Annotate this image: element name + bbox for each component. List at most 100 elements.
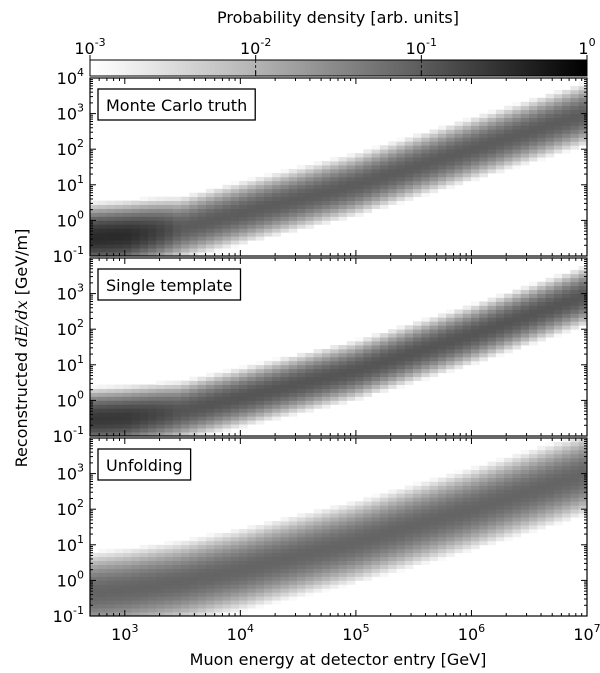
heatmap-cell bbox=[379, 548, 389, 554]
heatmap-cell bbox=[355, 544, 364, 550]
heatmap-cell bbox=[537, 97, 546, 103]
heatmap-cell bbox=[90, 248, 99, 253]
heatmap-cell bbox=[404, 345, 414, 350]
heatmap-cell bbox=[396, 141, 406, 146]
heatmap-cell bbox=[280, 212, 290, 217]
heatmap-cell bbox=[562, 321, 571, 326]
heatmap-cell bbox=[487, 149, 497, 154]
heatmap-cell bbox=[164, 592, 174, 597]
heatmap-cell bbox=[371, 497, 381, 502]
heatmap-cell bbox=[139, 404, 149, 409]
heatmap-cell bbox=[305, 513, 315, 518]
heatmap-cell bbox=[545, 301, 555, 306]
heatmap-cell bbox=[338, 392, 348, 397]
heatmap-cell bbox=[404, 501, 414, 506]
heatmap-cell bbox=[404, 356, 414, 362]
heatmap-cell bbox=[297, 376, 306, 382]
heatmap-cell bbox=[189, 224, 199, 229]
heatmap-cell bbox=[562, 117, 571, 122]
heatmap-cell bbox=[297, 168, 306, 174]
heatmap-cell bbox=[106, 208, 116, 213]
heatmap-cell bbox=[529, 97, 538, 103]
heatmap-cell bbox=[172, 228, 182, 233]
heatmap-cell bbox=[305, 532, 315, 538]
heatmap-cell bbox=[164, 252, 174, 257]
heatmap-cell bbox=[205, 600, 215, 605]
heatmap-cell bbox=[321, 568, 331, 573]
heatmap-cell bbox=[255, 188, 265, 194]
heatmap-cell bbox=[288, 176, 298, 182]
heatmap-cell bbox=[462, 544, 472, 550]
heatmap-cell bbox=[164, 600, 174, 605]
heatmap-cell bbox=[123, 392, 132, 397]
heatmap-cell bbox=[396, 532, 406, 538]
heatmap-cell bbox=[197, 592, 207, 597]
heatmap-cell bbox=[421, 505, 431, 510]
heatmap-cell bbox=[520, 105, 530, 111]
heatmap-cell bbox=[230, 380, 240, 385]
heatmap-cell bbox=[305, 576, 315, 581]
heatmap-cell bbox=[230, 528, 240, 534]
heatmap-cell bbox=[189, 396, 199, 401]
heatmap-cell bbox=[321, 576, 331, 581]
heatmap-cell bbox=[520, 325, 530, 330]
heatmap-cell bbox=[553, 133, 563, 138]
heatmap-cell bbox=[156, 220, 165, 225]
heatmap-cell bbox=[562, 145, 571, 150]
heatmap-cell bbox=[247, 548, 257, 554]
heatmap-cell bbox=[495, 465, 505, 471]
heatmap-cell bbox=[156, 400, 165, 405]
heatmap-cell bbox=[90, 572, 99, 577]
heatmap-cell bbox=[205, 604, 215, 609]
heatmap-cell bbox=[462, 540, 472, 546]
heatmap-cell bbox=[429, 329, 439, 334]
heatmap-cell bbox=[553, 305, 563, 310]
heatmap-cell bbox=[197, 556, 207, 562]
heatmap-cell bbox=[321, 165, 331, 170]
heatmap-cell bbox=[297, 536, 306, 542]
heatmap-cell bbox=[578, 497, 588, 502]
heatmap-cell bbox=[437, 536, 447, 542]
heatmap-cell bbox=[214, 608, 223, 613]
heatmap-cell bbox=[446, 161, 455, 166]
heatmap-cell bbox=[321, 509, 331, 514]
heatmap-cell bbox=[495, 528, 505, 534]
heatmap-cells bbox=[90, 438, 588, 617]
heatmap-cell bbox=[371, 372, 381, 378]
heatmap-cell bbox=[205, 588, 215, 593]
heatmap-cell bbox=[396, 544, 406, 550]
heatmap-cell bbox=[288, 380, 298, 385]
heatmap-cell bbox=[197, 432, 207, 437]
heatmap-cell bbox=[181, 380, 190, 385]
heatmap-cell bbox=[313, 180, 323, 186]
heatmap-cell bbox=[338, 384, 348, 389]
heatmap-cell bbox=[338, 176, 348, 182]
heatmap-cell bbox=[239, 376, 248, 382]
heatmap-cell bbox=[462, 309, 472, 314]
heatmap-cell bbox=[205, 240, 215, 245]
heatmap-cell bbox=[512, 149, 522, 154]
heatmap-cell bbox=[446, 321, 455, 326]
heatmap-cell bbox=[147, 196, 157, 202]
heatmap-cell bbox=[230, 384, 240, 389]
heatmap-cell bbox=[437, 509, 447, 514]
heatmap-cell bbox=[247, 204, 257, 209]
plot-frame bbox=[89, 437, 588, 617]
heatmap-cell bbox=[446, 532, 455, 538]
heatmap-cell bbox=[255, 420, 265, 425]
heatmap-cell bbox=[222, 428, 232, 433]
heatmap-cell bbox=[139, 392, 149, 397]
heatmap-cell bbox=[421, 192, 431, 198]
heatmap-cell bbox=[471, 301, 480, 306]
heatmap-cell bbox=[90, 552, 99, 558]
heatmap-cell bbox=[429, 556, 439, 562]
heatmap-cell bbox=[321, 396, 331, 401]
heatmap-cell bbox=[504, 145, 513, 150]
heatmap-cell bbox=[222, 544, 232, 550]
heatmap-cell bbox=[239, 608, 248, 613]
heatmap-cell bbox=[321, 564, 331, 569]
heatmap-cell bbox=[181, 216, 190, 221]
heatmap-cell bbox=[545, 449, 555, 455]
heatmap-cell bbox=[90, 600, 99, 605]
heatmap-cell bbox=[471, 528, 480, 534]
